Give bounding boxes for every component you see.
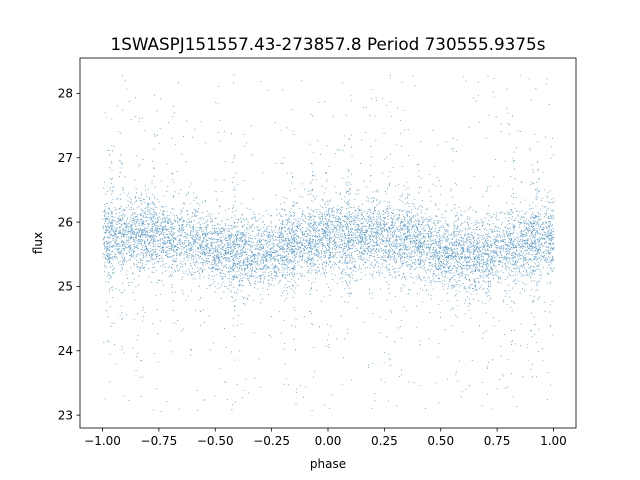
- y-axis-label: flux: [31, 232, 45, 254]
- chart-title: 1SWASPJ151557.43-273857.8 Period 730555.…: [111, 34, 546, 54]
- x-tick-label: 0.75: [484, 434, 511, 448]
- x-tick-label: −0.50: [197, 434, 234, 448]
- y-tick-label: 27: [58, 151, 73, 165]
- scatter-series: [102, 74, 555, 412]
- y-tick-label: 24: [58, 344, 73, 358]
- x-tick-label: 0.00: [315, 434, 342, 448]
- x-axis: −1.00 −0.75 −0.50 −0.25 0.00 0.25 0.50 0.75 1.00: [84, 428, 567, 448]
- y-tick-label: 26: [58, 215, 73, 229]
- x-tick-label: −0.25: [253, 434, 290, 448]
- x-tick-label: −0.75: [141, 434, 178, 448]
- y-tick-label: 25: [58, 280, 73, 294]
- x-tick-label: 1.00: [540, 434, 567, 448]
- y-tick-label: 28: [58, 87, 73, 101]
- x-axis-label: phase: [310, 457, 346, 471]
- x-tick-label: 0.25: [371, 434, 398, 448]
- scatter-points: [102, 74, 555, 412]
- x-tick-label: −1.00: [84, 434, 121, 448]
- y-axis: 23 24 25 26 27 28: [58, 87, 80, 422]
- plot-area: [80, 58, 576, 428]
- x-tick-label: 0.50: [427, 434, 454, 448]
- y-tick-label: 23: [58, 408, 73, 422]
